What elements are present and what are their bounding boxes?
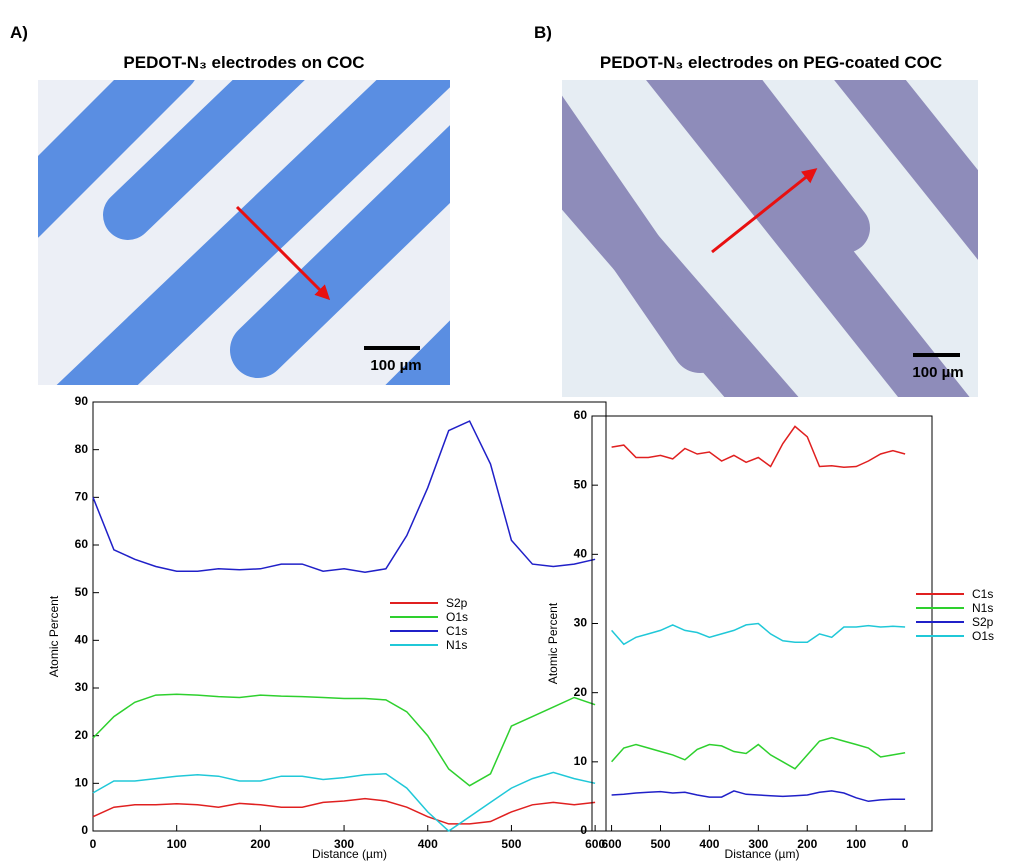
scale-bar-label: 100 µm bbox=[370, 357, 421, 374]
series-line bbox=[92, 797, 596, 825]
panel-label: B) bbox=[534, 23, 552, 42]
legend-label: C1s bbox=[446, 624, 467, 638]
y-tick-label: 60 bbox=[574, 408, 588, 422]
y-tick-label: 10 bbox=[75, 776, 89, 790]
y-axis-label: Atomic Percent bbox=[47, 595, 61, 677]
legend-label: S2p bbox=[446, 596, 468, 610]
series-line bbox=[611, 425, 906, 468]
x-tick-label: 500 bbox=[501, 837, 521, 851]
x-tick-label: 200 bbox=[797, 837, 817, 851]
x-tick-label: 100 bbox=[167, 837, 187, 851]
y-tick-label: 50 bbox=[75, 585, 89, 599]
y-tick-label: 20 bbox=[574, 685, 588, 699]
x-axis-label: Distance (µm) bbox=[725, 847, 800, 861]
y-tick-label: 60 bbox=[75, 537, 89, 551]
x-tick-label: 500 bbox=[650, 837, 670, 851]
y-tick-label: 40 bbox=[75, 633, 89, 647]
x-tick-label: 0 bbox=[902, 837, 909, 851]
x-tick-label: 600 bbox=[585, 837, 605, 851]
plot-frame bbox=[92, 401, 607, 832]
y-axis-label: Atomic Percent bbox=[546, 602, 560, 684]
y-tick-label: 0 bbox=[81, 823, 88, 837]
x-tick-label: 300 bbox=[334, 837, 354, 851]
panel-label: A) bbox=[10, 23, 28, 42]
y-tick-label: 0 bbox=[580, 823, 587, 837]
series-line bbox=[92, 693, 596, 787]
scale-bar-label: 100 µm bbox=[912, 364, 963, 381]
legend-label: C1s bbox=[972, 587, 993, 601]
x-tick-label: 400 bbox=[418, 837, 438, 851]
x-tick-label: 600 bbox=[602, 837, 622, 851]
x-tick-label: 300 bbox=[748, 837, 768, 851]
y-tick-label: 20 bbox=[75, 728, 89, 742]
panel-title: PEDOT-N₃ electrodes on COC bbox=[123, 53, 364, 72]
y-tick-label: 30 bbox=[574, 616, 588, 630]
legend-label: N1s bbox=[972, 601, 993, 615]
panel-title: PEDOT-N₃ electrodes on PEG-coated COC bbox=[600, 53, 942, 72]
x-axis-label: Distance (µm) bbox=[312, 847, 387, 861]
micrograph: 100 µm bbox=[562, 80, 978, 397]
x-tick-label: 0 bbox=[90, 837, 97, 851]
legend-label: O1s bbox=[446, 610, 468, 624]
y-tick-label: 50 bbox=[574, 477, 588, 491]
x-tick-label: 100 bbox=[846, 837, 866, 851]
legend-label: N1s bbox=[446, 638, 467, 652]
y-tick-label: 90 bbox=[75, 394, 89, 408]
legend-label: O1s bbox=[972, 629, 994, 643]
series-line bbox=[611, 736, 906, 770]
y-tick-label: 30 bbox=[75, 680, 89, 694]
series-line bbox=[611, 790, 906, 803]
y-tick-label: 10 bbox=[574, 754, 588, 768]
y-tick-label: 40 bbox=[574, 547, 588, 561]
x-tick-label: 200 bbox=[250, 837, 270, 851]
series-line bbox=[611, 622, 906, 646]
y-tick-label: 70 bbox=[75, 490, 89, 504]
x-tick-label: 400 bbox=[699, 837, 719, 851]
y-tick-label: 80 bbox=[75, 442, 89, 456]
series-line bbox=[92, 420, 596, 573]
legend-label: S2p bbox=[972, 615, 994, 629]
series-line bbox=[92, 771, 596, 832]
micrograph: 100 µm bbox=[38, 80, 450, 385]
plot-frame bbox=[591, 415, 933, 832]
